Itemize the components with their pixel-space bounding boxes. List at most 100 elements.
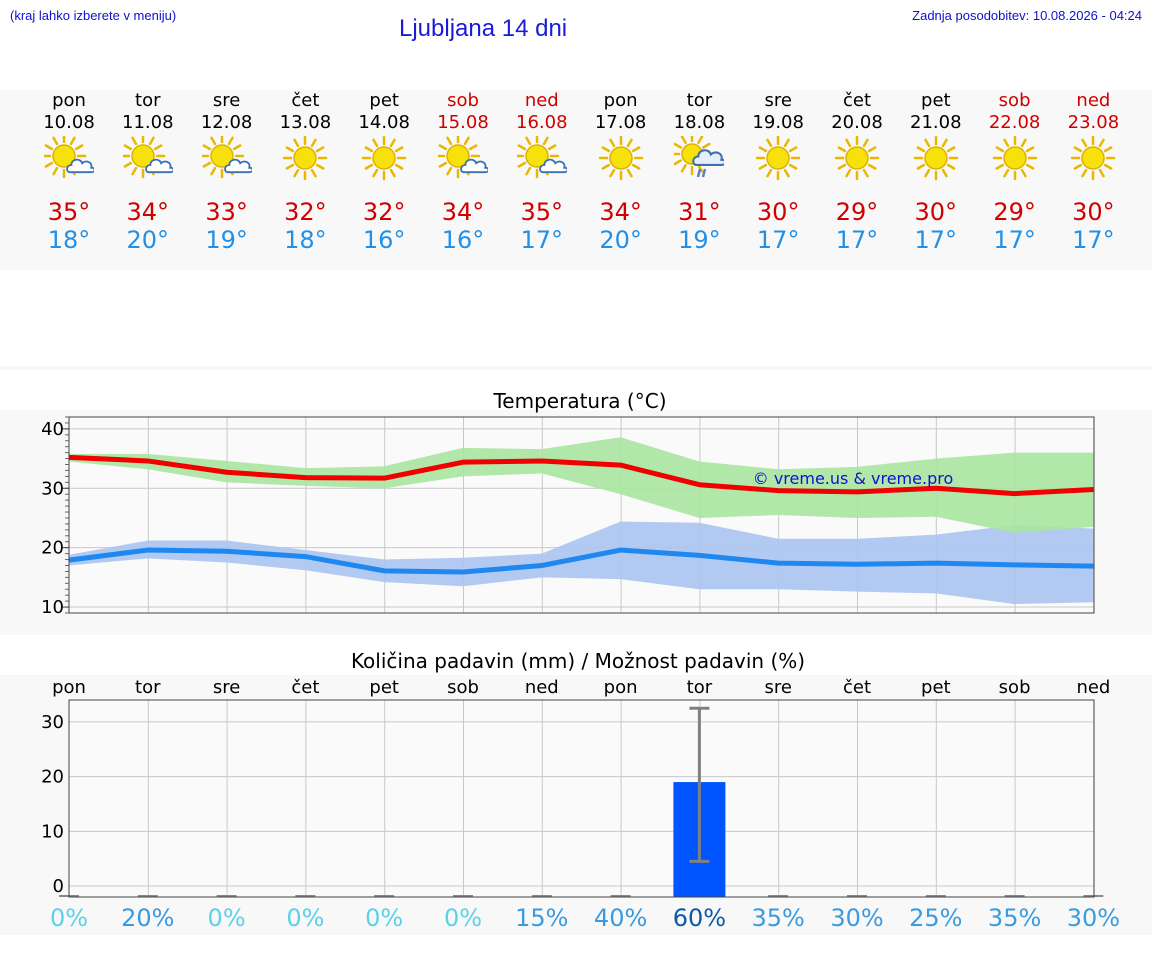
sun-ray xyxy=(446,166,453,176)
sun-disc xyxy=(293,146,318,170)
min-temp: 19° xyxy=(205,226,248,254)
day-date: 17.08 xyxy=(594,112,647,133)
sun-ray xyxy=(1025,146,1035,153)
precip-probability: 0% xyxy=(207,904,246,932)
day-name: ned xyxy=(1076,90,1111,111)
sun-icon xyxy=(361,135,407,181)
precip-probability: 20% xyxy=(121,904,175,932)
max-temp: 30° xyxy=(1072,198,1115,226)
sun-ray xyxy=(438,161,448,168)
sun-ray xyxy=(837,146,847,153)
sun-ray xyxy=(789,163,798,170)
day-column: pon 17.08 34° 20° xyxy=(582,90,660,254)
day-date: 12.08 xyxy=(200,112,253,133)
min-temp-range-band xyxy=(69,521,1094,605)
sun-ray xyxy=(372,168,379,178)
sun-shape xyxy=(435,133,481,179)
sun-disc xyxy=(525,144,549,168)
sun-ray xyxy=(446,136,453,146)
x-tick-label: sob xyxy=(999,677,1031,698)
sun-ray xyxy=(1073,163,1083,170)
sun-icon xyxy=(1071,135,1116,181)
sun-ray xyxy=(766,168,773,178)
day-column: sre 19.08 30° 17° xyxy=(739,90,817,254)
precip-probability: 0% xyxy=(365,904,404,932)
sun-partly-cloudy-icon xyxy=(514,133,569,179)
sun-ray xyxy=(389,168,396,178)
day-date: 14.08 xyxy=(358,112,410,133)
weather-icon xyxy=(435,133,490,186)
min-temp: 17° xyxy=(835,226,879,254)
sun-ray xyxy=(153,144,163,151)
precip-probability: 25% xyxy=(909,904,963,932)
day-name: čet xyxy=(842,90,872,111)
sun-icon xyxy=(755,135,801,181)
x-tick-label: pet xyxy=(921,677,951,698)
plot-frame xyxy=(68,416,1095,614)
sun-ray xyxy=(941,168,948,178)
sun-ray xyxy=(845,168,852,178)
sun-ray xyxy=(372,138,379,148)
sun-ray xyxy=(608,138,615,148)
x-tick-label: čet xyxy=(291,677,319,698)
y-tick-label: 20 xyxy=(41,767,64,788)
x-tick-label: ned xyxy=(525,677,559,698)
day-date: 20.08 xyxy=(831,112,883,133)
weather-icon xyxy=(280,135,330,186)
weather-icon xyxy=(120,133,175,186)
sun-ray xyxy=(547,144,557,151)
y-tick-label: 40 xyxy=(41,419,64,440)
max-temp-range-band xyxy=(69,437,1094,533)
sun-ray xyxy=(702,142,711,149)
weather-icon xyxy=(359,135,409,186)
weather-icon xyxy=(41,133,96,186)
x-tick-label: sob xyxy=(447,677,479,698)
max-temp: 30° xyxy=(914,198,958,226)
min-temp: 17° xyxy=(756,226,800,254)
sun-partly-cloudy-icon xyxy=(41,133,96,179)
sun-ray xyxy=(468,144,478,151)
sun-ray xyxy=(1099,138,1106,148)
sun-ray xyxy=(758,146,768,153)
sun-ray xyxy=(1081,138,1088,148)
sun-ray xyxy=(463,136,470,146)
chart-title: Količina padavin (mm) / Možnost padavin … xyxy=(351,649,805,673)
x-tick-label: pon xyxy=(52,677,86,698)
sun-shape xyxy=(361,135,407,181)
sun-icon xyxy=(913,135,959,181)
sun-ray xyxy=(44,161,54,168)
sun-ray xyxy=(311,168,318,178)
y-tick-label: 10 xyxy=(41,821,64,842)
sun-shape xyxy=(283,135,328,181)
sun-partly-cloudy-icon xyxy=(199,133,254,179)
sun-ray xyxy=(285,163,295,170)
day-name: ned xyxy=(524,90,559,111)
sun-ray xyxy=(867,163,877,170)
sun-ray xyxy=(681,135,688,144)
sun-ray xyxy=(69,136,76,146)
sun-ray xyxy=(766,138,773,148)
y-tick-label: 20 xyxy=(41,538,64,559)
sun-ray xyxy=(316,163,325,170)
sun-ray xyxy=(681,164,688,173)
sun-disc xyxy=(52,144,76,168)
max-temp: 29° xyxy=(993,198,1036,226)
precip-probability: 60% xyxy=(672,904,727,932)
sun-ray xyxy=(364,146,374,153)
sun-shape xyxy=(1071,135,1116,181)
sun-ray xyxy=(601,163,610,170)
sun-ray xyxy=(123,144,132,151)
min-temp: 19° xyxy=(678,226,721,254)
max-temp-line xyxy=(68,454,1094,497)
x-tick-label: ned xyxy=(1076,677,1110,698)
min-temp: 17° xyxy=(1072,226,1115,254)
sun-partly-cloudy-icon xyxy=(120,133,175,179)
chart-title: Temperatura (°C) xyxy=(492,389,666,413)
day-name: pon xyxy=(52,90,86,111)
weather-icon xyxy=(1068,135,1118,186)
sun-shape xyxy=(913,135,959,181)
weather-icon xyxy=(990,135,1040,186)
day-name: sre xyxy=(212,90,241,111)
sun-ray xyxy=(1025,163,1035,170)
sun-ray xyxy=(758,163,768,170)
